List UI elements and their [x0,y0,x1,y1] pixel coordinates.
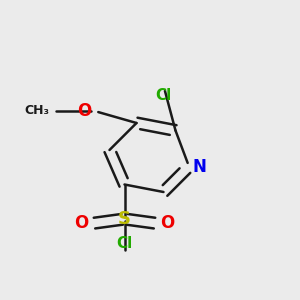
Text: S: S [118,210,131,228]
Text: O: O [160,214,175,232]
Text: O: O [74,214,88,232]
Text: Cl: Cl [116,236,133,250]
Text: Cl: Cl [155,88,172,104]
Text: O: O [77,102,92,120]
Text: N: N [192,158,206,175]
Text: CH₃: CH₃ [25,104,50,118]
